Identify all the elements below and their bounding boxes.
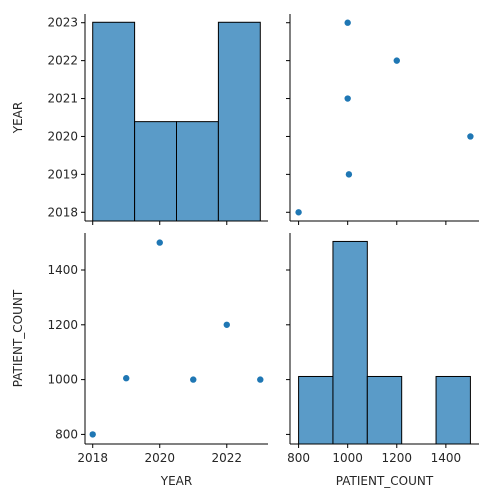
data-point [295, 209, 302, 216]
y-tick-label: 2020 [47, 129, 78, 143]
x-tick-label: 1200 [381, 451, 412, 465]
histogram-bar [298, 375, 334, 445]
data-point [190, 376, 197, 383]
x-axis-label-year: YEAR [160, 474, 192, 488]
panel-year-vs-year: 2018 2019 2020 2021 2022 2023 [47, 14, 268, 225]
y-tick-label: 1200 [47, 318, 78, 332]
histogram-bar [366, 375, 403, 445]
histogram-bar [332, 240, 368, 445]
data-point [467, 133, 474, 140]
y-tick-label: 800 [55, 427, 78, 441]
y-tick-label: 2023 [47, 16, 78, 30]
data-point [156, 239, 163, 246]
data-point [89, 431, 96, 438]
y-tick-label: 1000 [47, 373, 78, 387]
x-tick-label: 2018 [77, 451, 108, 465]
data-point [345, 171, 353, 178]
panel-year-vs-patient-count [286, 14, 479, 225]
panel-patient-count-vs-patient-count: 800 1000 1200 1400 [286, 233, 479, 465]
data-point [257, 376, 264, 383]
histogram-bar [92, 21, 136, 222]
x-axis-label-patient-count: PATIENT_COUNT [336, 474, 434, 488]
y-tick-label: 2022 [47, 54, 78, 68]
data-point [393, 57, 400, 64]
histogram-bar [435, 375, 471, 445]
histogram-bar [217, 21, 261, 222]
data-point [344, 95, 351, 102]
data-point [123, 375, 130, 382]
plot-layer: 2018 2019 2020 2021 2022 2023 800 1000 1200 1400 2… [11, 14, 479, 488]
histogram-bar [134, 121, 178, 222]
x-tick-label: 1400 [431, 451, 462, 465]
y-tick-label: 1400 [47, 263, 78, 277]
y-axis-label-year: YEAR [11, 102, 25, 134]
y-tick-label: 2019 [47, 167, 78, 181]
x-tick-label: 800 [287, 451, 310, 465]
data-point [344, 19, 351, 26]
x-tick-label: 2022 [212, 451, 243, 465]
panel-patient-count-vs-year: 800 1000 1200 1400 2018 2020 2022 [47, 233, 268, 465]
y-tick-label: 2018 [47, 205, 78, 219]
histogram-bar [176, 121, 219, 222]
y-tick-label: 2021 [47, 92, 78, 106]
x-tick-label: 1000 [332, 451, 363, 465]
data-point [223, 321, 230, 328]
x-tick-label: 2020 [144, 451, 175, 465]
y-axis-label-patient-count: PATIENT_COUNT [11, 289, 25, 387]
